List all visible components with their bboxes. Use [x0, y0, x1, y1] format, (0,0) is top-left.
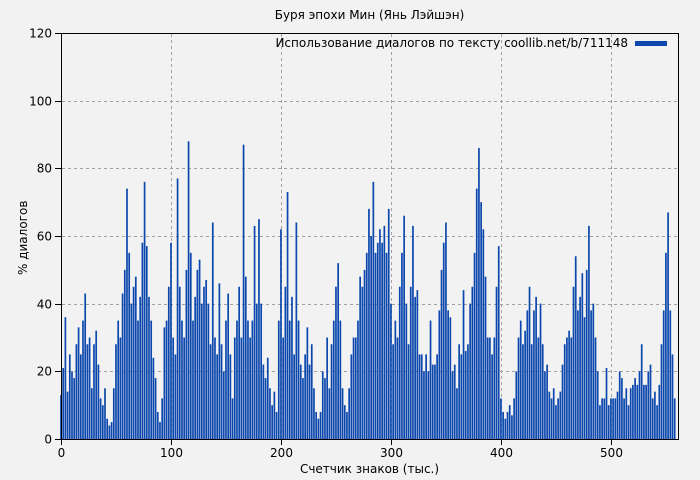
x-tick-label: 300 [380, 446, 403, 460]
y-tick-label: 120 [29, 27, 52, 41]
x-tick-label: 400 [490, 446, 513, 460]
x-axis-label: Счетчик знаков (тыс.) [299, 462, 440, 476]
y-tick-label: 40 [37, 298, 52, 312]
y-tick-label: 100 [29, 95, 52, 109]
y-tick-label: 20 [37, 365, 52, 379]
x-tick-label: 100 [160, 446, 183, 460]
y-tick-label: 0 [44, 433, 52, 447]
legend: Использование диалогов по тексту coollib… [275, 36, 667, 50]
plot-border [61, 33, 679, 440]
y-tick-label: 60 [37, 230, 52, 244]
x-tick-label: 0 [58, 446, 66, 460]
legend-label: Использование диалогов по тексту coollib… [275, 36, 628, 50]
legend-key-line [635, 40, 667, 46]
x-tick-label: 200 [270, 446, 293, 460]
y-tick-label: 80 [37, 162, 52, 176]
y-axis-label: % диалогов [16, 200, 30, 275]
chart-title: Буря эпохи Мин (Янь Лэйшэн) [274, 8, 465, 22]
x-tick-label: 500 [600, 446, 623, 460]
